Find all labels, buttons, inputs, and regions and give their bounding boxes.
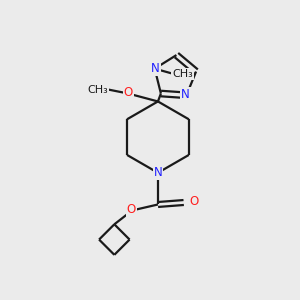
Text: CH₃: CH₃	[87, 85, 108, 94]
Text: N: N	[151, 62, 160, 75]
Text: O: O	[189, 195, 198, 208]
Text: N: N	[154, 166, 162, 179]
Text: O: O	[127, 203, 136, 216]
Text: CH₃: CH₃	[172, 69, 193, 79]
Text: N: N	[181, 88, 190, 101]
Text: O: O	[124, 86, 133, 99]
